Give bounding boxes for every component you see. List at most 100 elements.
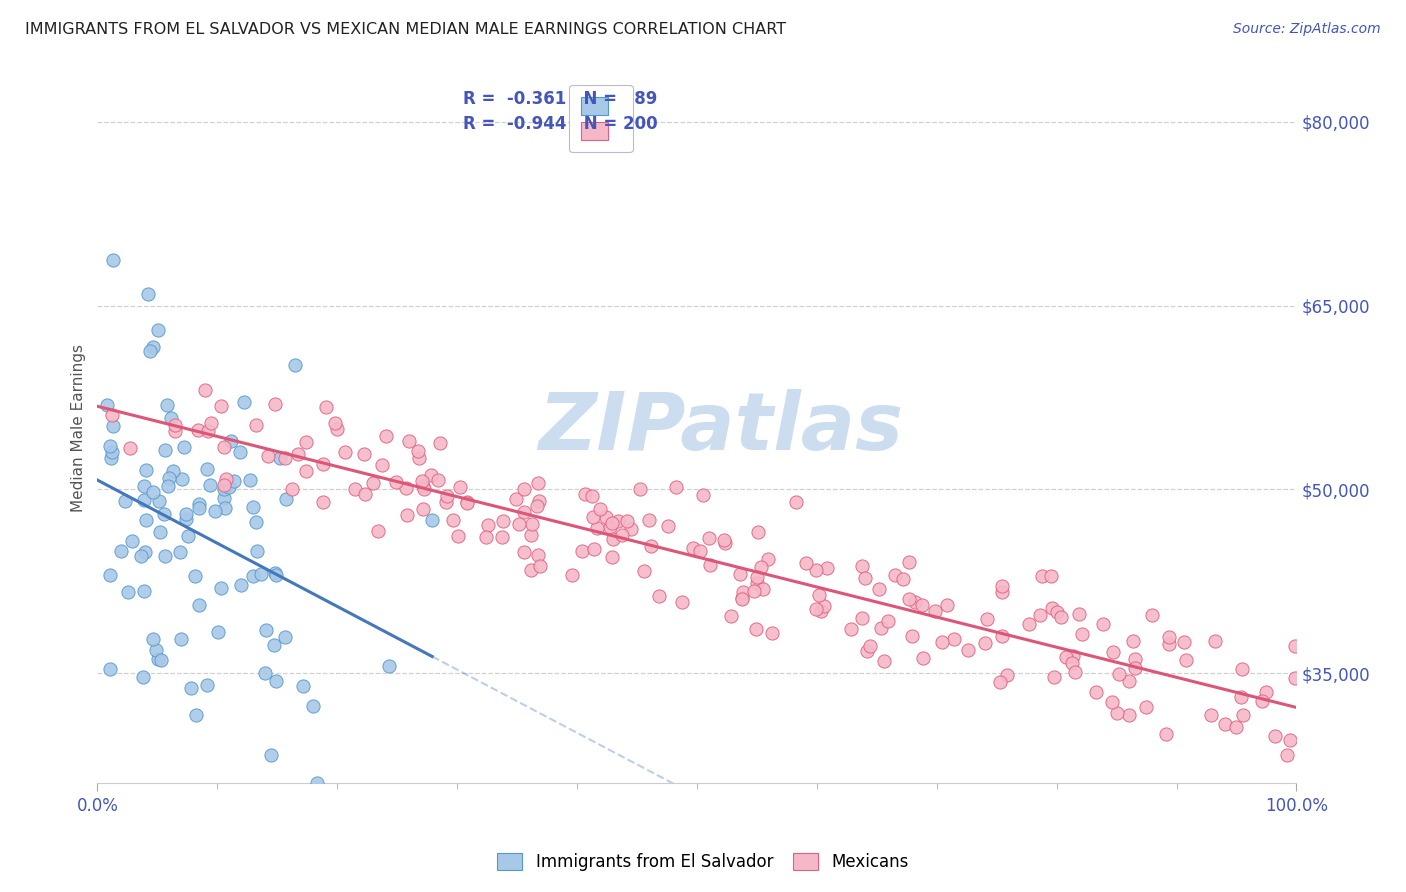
Point xyxy=(853,571,876,585)
Point xyxy=(1230,662,1253,676)
Point xyxy=(212,491,235,505)
Point xyxy=(839,622,862,636)
Point xyxy=(142,632,165,647)
Point xyxy=(731,584,754,599)
Point xyxy=(153,507,176,521)
Point xyxy=(602,516,624,531)
Point xyxy=(98,568,121,582)
Point xyxy=(198,478,221,492)
Point xyxy=(153,549,176,564)
Point xyxy=(884,567,907,582)
Point xyxy=(602,532,624,546)
Point xyxy=(142,485,165,500)
Point xyxy=(648,589,671,603)
Point xyxy=(173,440,195,454)
Point xyxy=(491,530,513,544)
Point xyxy=(420,513,443,527)
Point xyxy=(477,518,499,533)
Point xyxy=(246,543,269,558)
Point xyxy=(1232,707,1254,722)
Point xyxy=(302,698,325,713)
Point xyxy=(195,462,218,476)
Point xyxy=(142,340,165,354)
Point xyxy=(169,545,191,559)
Point xyxy=(427,473,450,487)
Point xyxy=(315,400,337,414)
Point xyxy=(620,522,643,536)
Point xyxy=(250,566,273,581)
Point xyxy=(212,478,235,492)
Point xyxy=(212,482,235,496)
Point xyxy=(264,568,287,582)
Point xyxy=(121,534,143,549)
Point xyxy=(1199,708,1222,723)
Legend:  ,  : , xyxy=(569,85,633,153)
Point xyxy=(1029,607,1052,622)
Point xyxy=(411,474,433,488)
Point xyxy=(134,584,156,599)
Point xyxy=(904,594,927,608)
Point xyxy=(200,416,222,430)
Point xyxy=(174,512,197,526)
Point xyxy=(804,601,827,615)
Point xyxy=(671,595,693,609)
Point xyxy=(599,520,621,534)
Point xyxy=(571,543,593,558)
Point xyxy=(157,471,180,485)
Point xyxy=(1123,651,1146,665)
Point xyxy=(146,323,169,337)
Point xyxy=(148,493,170,508)
Point xyxy=(284,358,307,372)
Point xyxy=(274,492,297,507)
Point xyxy=(745,622,768,636)
Point xyxy=(145,643,167,657)
Point xyxy=(526,499,548,513)
Point xyxy=(266,673,288,688)
Point xyxy=(326,422,349,436)
Point xyxy=(527,494,550,508)
Point xyxy=(165,417,187,432)
Point xyxy=(957,643,980,657)
Point xyxy=(513,545,536,559)
Point xyxy=(475,530,498,544)
Point xyxy=(995,668,1018,682)
Point xyxy=(1060,656,1083,670)
Point xyxy=(520,563,543,577)
Text: Source: ZipAtlas.com: Source: ZipAtlas.com xyxy=(1233,22,1381,37)
Point xyxy=(745,570,768,584)
Point xyxy=(222,474,245,488)
Point xyxy=(149,525,172,540)
Point xyxy=(699,558,721,572)
Point xyxy=(204,504,226,518)
Point xyxy=(155,398,177,412)
Point xyxy=(628,482,651,496)
Point xyxy=(101,252,124,267)
Point xyxy=(1173,635,1195,649)
Point xyxy=(441,513,464,527)
Point xyxy=(160,411,183,425)
Point xyxy=(207,624,229,639)
Point xyxy=(146,652,169,666)
Point xyxy=(353,447,375,461)
Point xyxy=(253,666,276,681)
Point xyxy=(815,561,838,575)
Point xyxy=(333,445,356,459)
Point xyxy=(749,559,772,574)
Point xyxy=(242,569,264,583)
Point xyxy=(408,450,430,465)
Point xyxy=(188,501,211,516)
Point xyxy=(353,486,375,500)
Point xyxy=(229,444,252,458)
Point xyxy=(720,609,742,624)
Point xyxy=(931,634,953,648)
Point xyxy=(731,591,754,606)
Point xyxy=(1108,666,1130,681)
Point xyxy=(595,510,617,524)
Point xyxy=(1101,695,1123,709)
Point xyxy=(212,440,235,454)
Point xyxy=(581,489,603,503)
Point xyxy=(1018,617,1040,632)
Point xyxy=(434,495,457,509)
Point xyxy=(1092,616,1115,631)
Point xyxy=(616,514,638,528)
